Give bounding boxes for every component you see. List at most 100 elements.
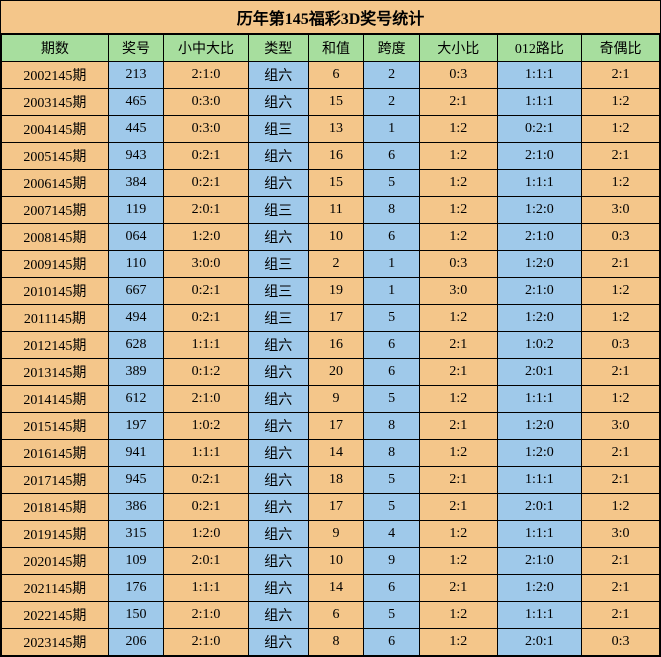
cell: 6 (364, 359, 420, 386)
cell: 5 (364, 386, 420, 413)
cell: 0:3 (419, 62, 497, 89)
cell: 0:1:2 (164, 359, 248, 386)
table-row: 2016145期9411:1:1组六1481:21:2:02:1 (2, 440, 660, 467)
cell: 2:1:0 (497, 143, 581, 170)
stats-table: 期数奖号小中大比类型和值跨度大小比012路比奇偶比 2002145期2132:1… (1, 34, 660, 656)
cell: 组六 (248, 548, 308, 575)
cell: 1:2 (582, 116, 660, 143)
cell: 6 (308, 602, 364, 629)
cell: 0:3:0 (164, 89, 248, 116)
cell: 2:1:0 (497, 548, 581, 575)
cell: 组六 (248, 629, 308, 656)
cell: 389 (108, 359, 164, 386)
cell: 2:0:1 (497, 494, 581, 521)
cell: 2022145期 (2, 602, 109, 629)
cell: 2:1 (582, 548, 660, 575)
cell: 组六 (248, 170, 308, 197)
cell: 3:0 (582, 521, 660, 548)
cell: 612 (108, 386, 164, 413)
cell: 176 (108, 575, 164, 602)
cell: 1:1:1 (497, 170, 581, 197)
table-row: 2003145期4650:3:0组六1522:11:1:11:2 (2, 89, 660, 116)
cell: 9 (308, 386, 364, 413)
cell: 1:2:0 (497, 305, 581, 332)
cell: 3:0 (419, 278, 497, 305)
cell: 2017145期 (2, 467, 109, 494)
cell: 8 (364, 413, 420, 440)
cell: 0:3 (582, 332, 660, 359)
cell: 1:2:0 (497, 197, 581, 224)
cell: 1:2 (419, 170, 497, 197)
table-row: 2012145期6281:1:1组六1662:11:0:20:3 (2, 332, 660, 359)
cell: 445 (108, 116, 164, 143)
cell: 1:1:1 (164, 440, 248, 467)
table-row: 2023145期2062:1:0组六861:22:0:10:3 (2, 629, 660, 656)
cell: 1:2 (419, 197, 497, 224)
cell: 1:2 (419, 305, 497, 332)
col-header: 奖号 (108, 35, 164, 62)
cell: 2:1:0 (164, 62, 248, 89)
cell: 197 (108, 413, 164, 440)
cell: 386 (108, 494, 164, 521)
col-header: 奇偶比 (582, 35, 660, 62)
cell: 组六 (248, 575, 308, 602)
cell: 2003145期 (2, 89, 109, 116)
col-header: 小中大比 (164, 35, 248, 62)
cell: 1:2:0 (164, 224, 248, 251)
cell: 2:1 (419, 494, 497, 521)
cell: 15 (308, 89, 364, 116)
cell: 3:0 (582, 413, 660, 440)
cell: 6 (364, 143, 420, 170)
cell: 2 (364, 89, 420, 116)
cell: 2005145期 (2, 143, 109, 170)
cell: 2:1 (582, 575, 660, 602)
cell: 2:1 (582, 143, 660, 170)
cell: 0:2:1 (164, 278, 248, 305)
cell: 2:1:0 (164, 602, 248, 629)
cell: 10 (308, 548, 364, 575)
cell: 1:2 (419, 548, 497, 575)
cell: 119 (108, 197, 164, 224)
cell: 组六 (248, 386, 308, 413)
cell: 3:0 (582, 197, 660, 224)
cell: 20 (308, 359, 364, 386)
cell: 14 (308, 440, 364, 467)
col-header: 012路比 (497, 35, 581, 62)
cell: 1:2 (582, 170, 660, 197)
cell: 1:2 (419, 629, 497, 656)
cell: 1:2:0 (497, 440, 581, 467)
cell: 943 (108, 143, 164, 170)
table-row: 2021145期1761:1:1组六1462:11:2:02:1 (2, 575, 660, 602)
cell: 组三 (248, 197, 308, 224)
cell: 6 (364, 332, 420, 359)
cell: 9 (308, 521, 364, 548)
cell: 628 (108, 332, 164, 359)
cell: 1:2 (419, 602, 497, 629)
table-title: 历年第145福彩3D奖号统计 (1, 1, 660, 34)
cell: 1:1:1 (497, 602, 581, 629)
cell: 3:0:0 (164, 251, 248, 278)
cell: 2023145期 (2, 629, 109, 656)
col-header: 期数 (2, 35, 109, 62)
cell: 150 (108, 602, 164, 629)
cell: 组六 (248, 332, 308, 359)
cell: 1:2 (419, 521, 497, 548)
cell: 1:2 (419, 440, 497, 467)
cell: 5 (364, 494, 420, 521)
cell: 0:2:1 (497, 116, 581, 143)
cell: 1:2 (419, 224, 497, 251)
table-row: 2002145期2132:1:0组六620:31:1:12:1 (2, 62, 660, 89)
cell: 2:1:0 (497, 278, 581, 305)
cell: 2013145期 (2, 359, 109, 386)
cell: 941 (108, 440, 164, 467)
cell: 1:2 (419, 143, 497, 170)
cell: 2:1 (419, 359, 497, 386)
cell: 1:0:2 (497, 332, 581, 359)
cell: 0:3 (419, 251, 497, 278)
cell: 组六 (248, 494, 308, 521)
cell: 2002145期 (2, 62, 109, 89)
cell: 9 (364, 548, 420, 575)
cell: 16 (308, 332, 364, 359)
cell: 1:1:1 (497, 467, 581, 494)
table-container: 历年第145福彩3D奖号统计 期数奖号小中大比类型和值跨度大小比012路比奇偶比… (0, 0, 661, 657)
